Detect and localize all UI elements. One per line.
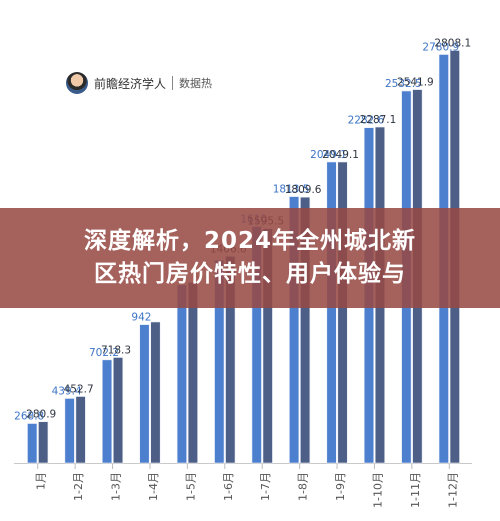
x-tick-label: 1-3月 bbox=[110, 472, 123, 501]
avatar bbox=[66, 72, 88, 94]
brand-divider bbox=[172, 76, 174, 90]
bar-series-1 bbox=[326, 161, 337, 464]
bar-series-1 bbox=[139, 324, 150, 464]
data-label-series-1: 2532.5 bbox=[385, 78, 422, 90]
x-tick-label: 1-4月 bbox=[147, 472, 160, 501]
data-label-series-2: 280.9 bbox=[26, 409, 56, 421]
data-label-series-2: 2808.1 bbox=[434, 37, 471, 49]
bar-series-1 bbox=[289, 196, 300, 464]
x-tick-label: 1-5月 bbox=[184, 472, 197, 501]
data-label-series-1: 2282.6 bbox=[348, 115, 385, 127]
data-label-series-1: 702.2 bbox=[89, 347, 119, 359]
bar-series-2 bbox=[38, 421, 49, 464]
data-label-series-1: 439.4 bbox=[52, 385, 82, 397]
x-tick-label: 1-2月 bbox=[72, 472, 85, 501]
data-label-series-2: 452.7 bbox=[64, 383, 94, 395]
bar-series-2 bbox=[112, 357, 124, 464]
x-tick-label: 1-11月 bbox=[409, 472, 422, 508]
data-label-series-2: 1809.6 bbox=[285, 184, 322, 196]
data-label-series-2: 718.3 bbox=[101, 344, 131, 356]
data-label-series-1: 1813.5 bbox=[273, 184, 310, 196]
data-label-series-1: 942 bbox=[131, 312, 151, 324]
bar-series-1 bbox=[101, 359, 113, 464]
x-tick-label: 1-6月 bbox=[222, 472, 235, 501]
banner-line-1: 深度解析，2024年全州城北新 bbox=[83, 228, 416, 254]
data-label-series-1: 2780.9 bbox=[422, 41, 459, 53]
x-tick-label: 1月 bbox=[35, 472, 48, 490]
bar-series-1 bbox=[64, 398, 75, 464]
x-tick-label: 1-9月 bbox=[334, 472, 347, 501]
x-tick-label: 1-7月 bbox=[259, 472, 272, 501]
brand-header: 前瞻经济学人 数据热 bbox=[66, 70, 212, 96]
data-label-series-1: 268.8 bbox=[14, 411, 44, 423]
title-banner: 深度解析，2024年全州城北新 区热门房价特性、用户体验与 bbox=[0, 208, 500, 308]
data-label-series-2: 2541.9 bbox=[397, 77, 434, 89]
x-tick-label: 1-10月 bbox=[371, 472, 384, 508]
brand-subtitle: 数据热 bbox=[179, 77, 213, 90]
data-label-series-2: 2287.1 bbox=[360, 114, 397, 126]
bar-series-2 bbox=[300, 196, 311, 464]
bar-series-2 bbox=[337, 161, 348, 464]
brand-name: 前瞻经济学人 bbox=[94, 76, 167, 91]
data-label-series-2: 2049.1 bbox=[322, 149, 359, 161]
x-tick-label: 1-8月 bbox=[297, 472, 310, 501]
bar-series-2 bbox=[187, 282, 198, 464]
x-tick-label: 1-12月 bbox=[446, 472, 459, 508]
data-label-series-1: 2049.1 bbox=[310, 149, 347, 161]
bar-series-1 bbox=[176, 284, 187, 464]
bar-series-2 bbox=[150, 321, 161, 464]
bar-series-2 bbox=[75, 396, 86, 464]
bar-series-1 bbox=[27, 423, 38, 464]
banner-line-2: 区热门房价特性、用户体验与 bbox=[94, 261, 406, 287]
